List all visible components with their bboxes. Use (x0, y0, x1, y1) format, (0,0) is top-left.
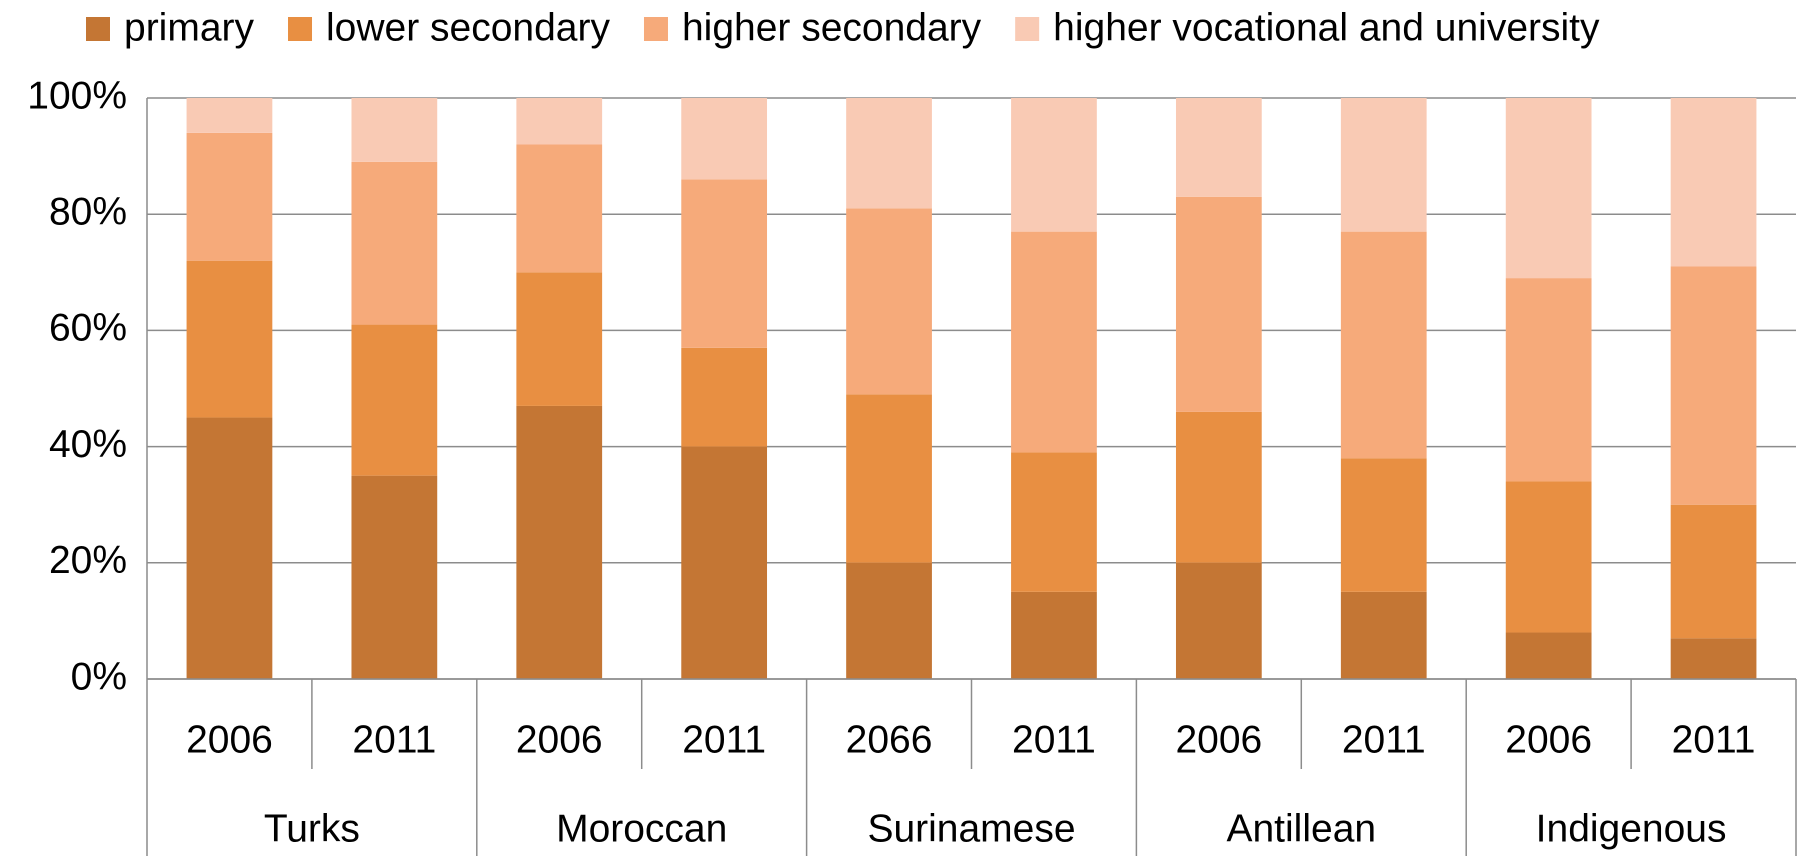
bar-segment (681, 347, 768, 447)
x-tick-label: 2011 (1672, 718, 1756, 761)
bar-segment (1670, 638, 1757, 679)
x-tick-label: 2006 (186, 718, 273, 761)
bar-segment (1011, 98, 1097, 232)
bar-segment (351, 161, 438, 325)
legend-swatch (643, 17, 668, 41)
y-tick-label: 80% (49, 190, 127, 233)
bar-segment (1011, 591, 1097, 679)
bar-segment (186, 417, 273, 679)
bar-segment (1011, 231, 1097, 453)
bar-segment (1670, 266, 1757, 505)
legend-swatch (1015, 17, 1040, 41)
bar-segment (1011, 452, 1097, 592)
bar-segment (351, 475, 438, 679)
legend-label: lower secondary (326, 6, 610, 49)
x-tick-label: 2011 (1012, 718, 1096, 761)
legend-swatch (288, 17, 313, 41)
x-tick-label: 2006 (1505, 718, 1592, 761)
bar-segment (1175, 196, 1262, 412)
x-tick-label: 2011 (1342, 718, 1426, 761)
bar-segment (1340, 98, 1427, 232)
bar-segment (1670, 98, 1757, 267)
y-tick-label: 60% (49, 307, 127, 350)
y-tick-label: 100% (27, 74, 127, 117)
bar-segment (1340, 231, 1427, 459)
group-label: Moroccan (556, 807, 727, 850)
group-label: Surinamese (867, 807, 1075, 850)
x-tick-label: 2006 (1175, 718, 1262, 761)
bar-segment (846, 98, 932, 209)
x-tick-label: 2011 (352, 718, 436, 761)
bar-segment (1505, 481, 1592, 633)
bar-segment (1175, 562, 1262, 679)
legend-label: primary (124, 6, 255, 49)
bar-segment (1175, 98, 1262, 197)
bar-segment (1340, 458, 1427, 592)
bar-segment (186, 132, 273, 261)
bar-segment (351, 324, 438, 476)
bar-segment (846, 208, 932, 395)
bar-segment (1505, 98, 1592, 279)
group-label: Turks (264, 807, 360, 850)
bar-segment (846, 562, 932, 679)
bar-segment (516, 144, 603, 273)
bar-segment (186, 98, 273, 133)
y-tick-label: 40% (49, 423, 127, 466)
bar-segment (681, 98, 768, 180)
legend-label: higher secondary (682, 6, 982, 49)
bar-segment (351, 98, 438, 162)
bar-segment (1340, 591, 1427, 679)
legend-swatch (86, 17, 110, 41)
x-tick-label: 2011 (682, 718, 766, 761)
bar-segment (1670, 504, 1757, 639)
bar-segment (1505, 278, 1592, 482)
y-tick-label: 0% (71, 655, 127, 698)
bar-segment (1175, 411, 1262, 563)
legend-label: higher vocational and university (1053, 6, 1600, 49)
group-label: Antillean (1226, 807, 1376, 850)
x-tick-label: 2006 (516, 718, 603, 761)
bar-segment (846, 394, 932, 563)
bar-segment (516, 405, 603, 679)
group-label: Indigenous (1536, 807, 1727, 850)
bar-segment (681, 446, 768, 679)
x-tick-label: 2066 (846, 718, 933, 761)
bar-segment (186, 260, 273, 418)
bar-segment (516, 272, 603, 406)
bar-segment (1505, 632, 1592, 679)
y-tick-label: 20% (49, 539, 127, 582)
bar-segment (516, 98, 603, 145)
bar-segment (681, 179, 768, 348)
